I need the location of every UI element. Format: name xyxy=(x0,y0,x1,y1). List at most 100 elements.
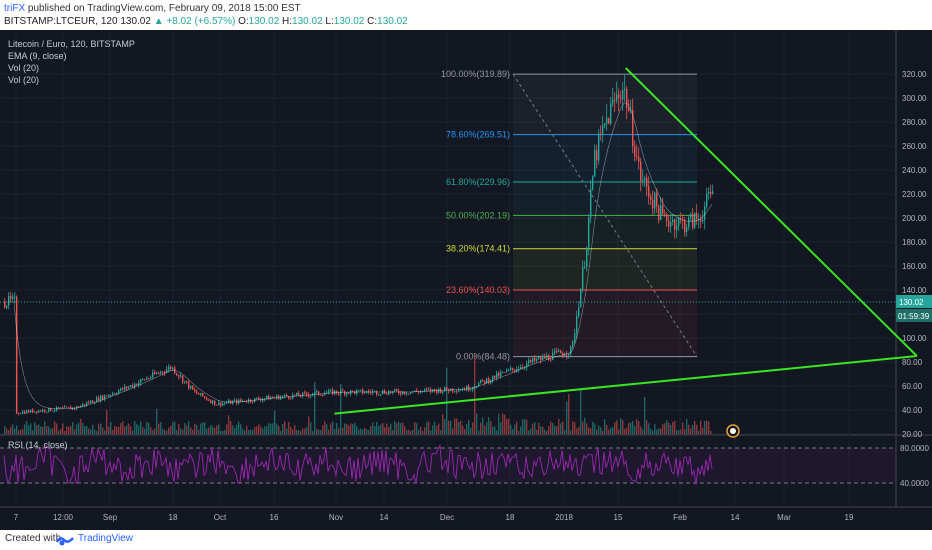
candle-body xyxy=(186,381,188,382)
ema-legend[interactable]: EMA (9, close) xyxy=(8,51,67,61)
volume-bar xyxy=(322,425,324,434)
volume-bar xyxy=(186,425,188,434)
candle-body xyxy=(346,392,348,395)
candle-body xyxy=(102,395,104,400)
volume-bar xyxy=(484,425,486,434)
candle-body xyxy=(584,267,586,268)
candle-body xyxy=(70,407,72,410)
volume-bar xyxy=(214,427,216,434)
candle-body xyxy=(572,340,574,347)
volume-bar xyxy=(510,424,512,434)
fib-level-label: 61.80%(229.96) xyxy=(446,177,510,187)
candle-body xyxy=(696,213,698,220)
candle-body xyxy=(538,357,540,359)
candle-body xyxy=(528,360,530,364)
volume-bar xyxy=(406,430,408,434)
time-tick-label: 2018 xyxy=(555,513,573,522)
volume-bar xyxy=(434,421,436,434)
volume-bar xyxy=(346,423,348,434)
candle-body xyxy=(464,389,466,391)
candle-body xyxy=(354,391,356,394)
candle-body xyxy=(472,387,474,390)
candle-body xyxy=(164,372,166,374)
volume-bar xyxy=(218,424,220,434)
candle-body xyxy=(454,391,456,392)
created-with-text: Created with xyxy=(5,533,62,544)
volume-bar xyxy=(306,427,308,434)
candle-body xyxy=(588,217,590,248)
candle-body xyxy=(242,400,244,402)
price-tick-label: 40.00 xyxy=(902,406,923,415)
volume-bar xyxy=(24,424,26,434)
volume-bar xyxy=(674,421,676,434)
volume-bar xyxy=(542,426,544,434)
volume-bar xyxy=(416,423,418,434)
candle-body xyxy=(522,367,524,368)
volume-bar xyxy=(284,421,286,434)
candle-body xyxy=(648,186,650,197)
candle-body xyxy=(92,400,94,403)
candle-body xyxy=(496,372,498,379)
volume-bar xyxy=(128,423,130,434)
candle-body xyxy=(360,389,362,391)
volume-bar xyxy=(118,426,120,434)
candle-body xyxy=(400,393,402,395)
author-link[interactable]: triFX xyxy=(4,3,26,14)
volume-bar xyxy=(34,422,36,434)
rsi-legend[interactable]: RSI (14, close) xyxy=(8,440,68,450)
candle-body xyxy=(710,192,712,195)
candle-body xyxy=(688,217,690,228)
price-tick-label: 160.00 xyxy=(902,262,927,271)
tradingview-brand[interactable]: TradingView xyxy=(78,533,134,544)
candle-body xyxy=(122,388,124,390)
countdown-label: 01:59:39 xyxy=(898,312,930,321)
candle-body xyxy=(626,88,628,108)
event-flag-dot xyxy=(730,428,736,434)
candle-body xyxy=(532,357,534,362)
candle-body xyxy=(552,352,554,361)
change-value: ▲ +8.02 (+6.57%) xyxy=(153,16,236,27)
volume-legend-2[interactable]: Vol (20) xyxy=(8,75,40,85)
candle-body xyxy=(376,390,378,395)
volume-bar xyxy=(690,428,692,434)
volume-bar xyxy=(180,428,182,434)
volume-bar xyxy=(32,430,34,434)
volume-bar xyxy=(224,430,226,434)
volume-bar xyxy=(146,421,148,434)
volume-bar xyxy=(66,426,68,434)
volume-legend[interactable]: Vol (20) xyxy=(8,63,40,73)
candle-body xyxy=(434,389,436,391)
volume-bar xyxy=(528,430,530,434)
candle-body xyxy=(664,213,666,215)
candle-body xyxy=(88,402,90,404)
candle-body xyxy=(462,389,464,391)
candle-body xyxy=(336,390,338,393)
candle-body xyxy=(678,218,680,226)
volume-bar xyxy=(30,423,32,434)
volume-bar xyxy=(612,427,614,434)
candle-body xyxy=(542,356,544,360)
volume-bar xyxy=(282,423,284,434)
candle-body xyxy=(30,409,32,413)
chart-area[interactable]: 320.00 300.00 280.00 260.00 240.00 220.00 200.… xyxy=(0,30,932,530)
candle-body xyxy=(66,406,68,408)
volume-bar xyxy=(294,425,296,434)
candle-body xyxy=(228,400,230,403)
candle-body xyxy=(118,390,120,394)
candle-body xyxy=(640,161,642,182)
price-chart[interactable]: 320.00 300.00 280.00 260.00 240.00 220.00 200.… xyxy=(0,30,932,530)
candle-body xyxy=(276,395,278,398)
volume-bar xyxy=(706,420,708,434)
time-tick-label: 15 xyxy=(614,513,623,522)
volume-bar xyxy=(152,430,154,434)
candle-body xyxy=(580,288,582,308)
candle-body xyxy=(78,406,80,408)
volume-bar xyxy=(634,426,636,434)
volume-bar xyxy=(42,426,44,434)
candle-body xyxy=(220,402,222,406)
candle-body xyxy=(674,219,676,230)
volume-bar xyxy=(548,426,550,434)
candle-body xyxy=(566,354,568,356)
candle-body xyxy=(96,397,98,403)
volume-bar xyxy=(650,428,652,434)
